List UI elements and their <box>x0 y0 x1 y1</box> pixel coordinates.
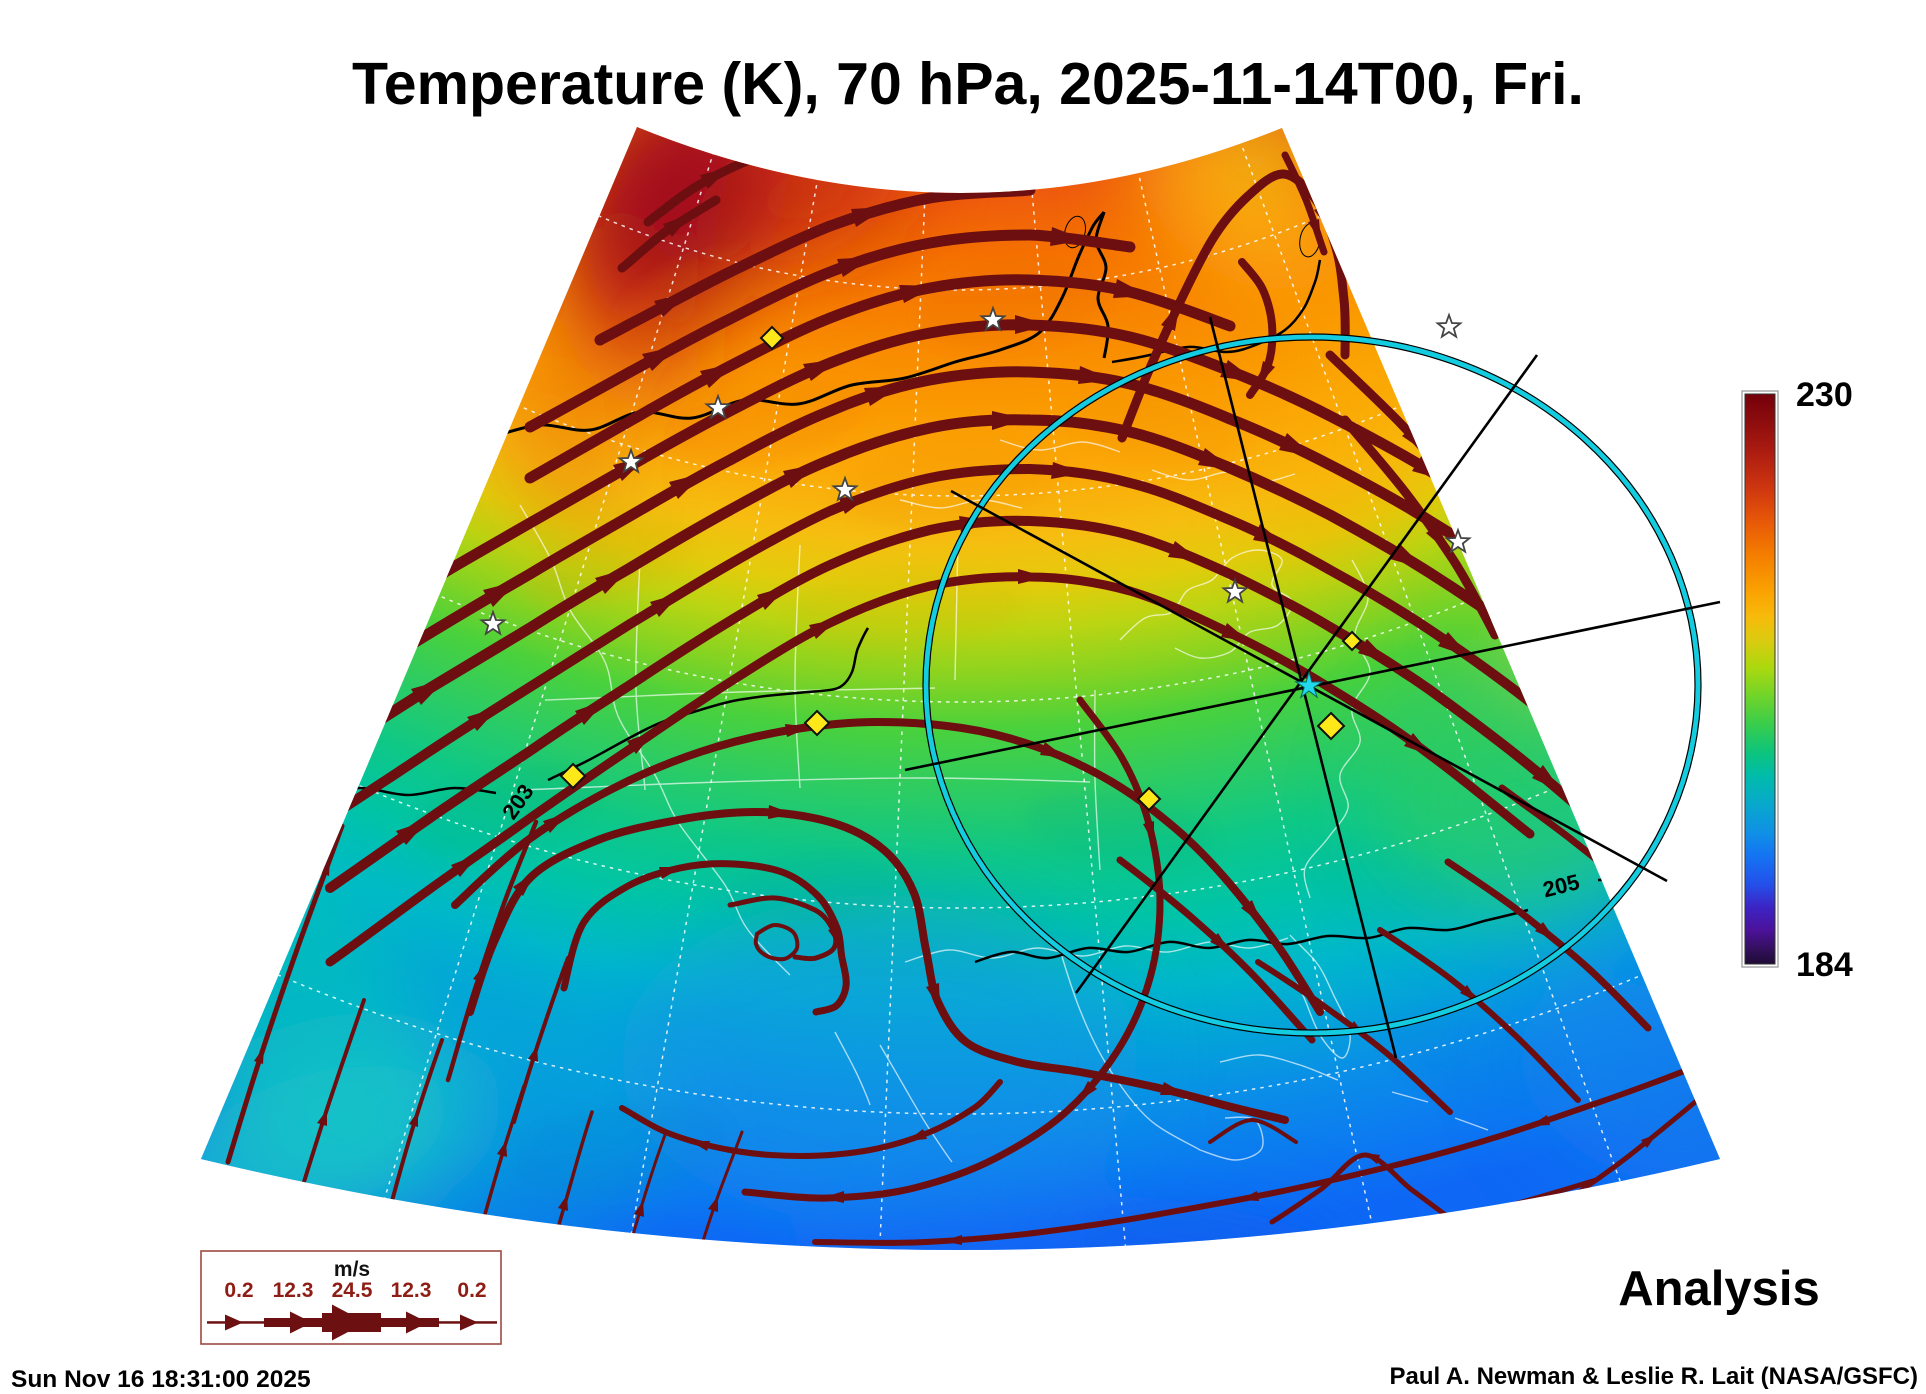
svg-text:Sun Nov 16 18:31:00 2025: Sun Nov 16 18:31:00 2025 <box>11 1366 311 1393</box>
svg-text:Analysis: Analysis <box>1618 1262 1820 1316</box>
svg-text:Paul A. Newman & Leslie R. Lai: Paul A. Newman & Leslie R. Lait (NASA/GS… <box>1389 1363 1918 1390</box>
svg-text:0.2: 0.2 <box>457 1279 486 1302</box>
svg-text:184: 184 <box>1796 946 1853 984</box>
svg-text:m/s: m/s <box>334 1258 370 1281</box>
svg-text:Temperature (K), 70 hPa, 2025-: Temperature (K), 70 hPa, 2025-11-14T00, … <box>352 51 1584 117</box>
svg-text:12.3: 12.3 <box>273 1279 314 1302</box>
svg-text:230: 230 <box>1796 376 1853 414</box>
svg-text:12.3: 12.3 <box>391 1279 432 1302</box>
svg-text:0.2: 0.2 <box>224 1279 253 1302</box>
svg-text:24.5: 24.5 <box>332 1279 373 1302</box>
